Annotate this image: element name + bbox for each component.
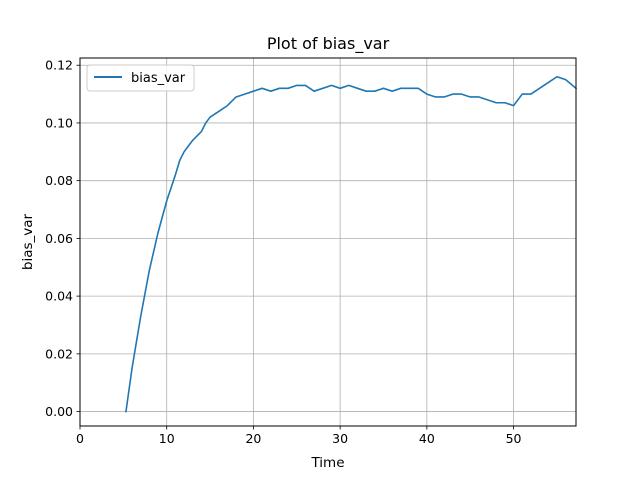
y-tick-label: 0.00 [45,404,73,419]
y-tick-label: 0.04 [45,289,73,304]
y-tick-label: 0.02 [45,346,73,361]
legend-box [86,64,195,92]
x-tick-label: 30 [332,431,348,446]
x-axis-title: Time [310,455,344,471]
series-line-bias_var [125,75,578,413]
x-tick-label: 20 [245,431,261,446]
series-layer [125,75,578,413]
y-axis-title: bias_var [20,213,36,270]
grid-lines [79,58,576,426]
chart-title: Plot of bias_var [267,34,390,54]
y-tick-label: 0.06 [45,231,73,246]
legend: bias_var [86,64,195,92]
x-tick-label: 10 [159,431,175,446]
x-tick-label: 40 [419,431,435,446]
y-tick-label: 0.12 [45,58,73,73]
y-tick-label: 0.08 [45,173,73,188]
x-tick-label: 0 [76,431,84,446]
axis-ticks: 0 10 20 30 40 50 0.00 0.02 0.04 0.06 0.08 0.10 0.12 [45,58,521,446]
legend-label: bias_var [131,71,186,86]
x-tick-label: 50 [506,431,522,446]
y-tick-label: 0.10 [45,115,73,130]
plot-frame [79,57,577,427]
